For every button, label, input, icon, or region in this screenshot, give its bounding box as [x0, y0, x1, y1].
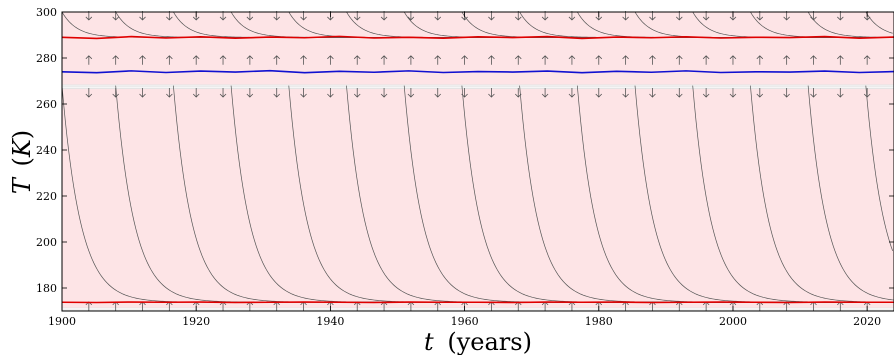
arrow-down-2-2: [139, 88, 146, 98]
x-tick-label-1940: 1940: [316, 315, 344, 328]
arrow-down-2-8: [300, 88, 307, 98]
arrow-up-1-27: [810, 55, 817, 65]
arrow-up-1-2: [139, 55, 146, 65]
x-axis-var: t: [424, 328, 434, 355]
arrow-up-1-10: [353, 55, 361, 65]
y-axis-title: T (K): [8, 130, 36, 194]
y-tick-label-300: 300: [36, 6, 57, 19]
arrow-down-2-10: [353, 88, 361, 98]
arrow-up-1-3: [166, 55, 173, 65]
arrow-down-2-0: [85, 88, 93, 98]
arrow-down-2-11: [380, 88, 388, 98]
arrow-down-2-25: [756, 88, 764, 98]
arrow-down-2-17: [541, 88, 549, 98]
y-tick-label-280: 280: [36, 52, 57, 65]
arrow-down-2-23: [702, 88, 710, 98]
arrow-up-1-0: [85, 55, 93, 65]
arrow-down-2-16: [514, 88, 522, 98]
arrow-up-1-21: [649, 55, 656, 65]
x-tick-label-1980: 1980: [585, 315, 613, 328]
trajectory-lower-14: [865, 85, 893, 252]
arrow-down-2-9: [327, 88, 334, 98]
arrow-down-2-27: [810, 88, 817, 98]
arrow-down-2-5: [219, 88, 227, 98]
arrow-up-1-9: [327, 55, 334, 65]
arrow-down-2-12: [407, 88, 415, 98]
plot-frame: [61, 11, 894, 312]
arrow-up-1-18: [568, 55, 576, 65]
arrow-down-2-6: [246, 88, 254, 98]
arrow-up-1-14: [461, 55, 468, 65]
y-axis-unit: K: [8, 137, 36, 158]
arrow-up-1-6: [246, 55, 254, 65]
arrow-down-2-1: [112, 88, 119, 98]
arrow-up-1-16: [514, 55, 522, 65]
arrow-down-2-26: [783, 88, 790, 98]
y-tick-label-180: 180: [36, 282, 57, 295]
arrow-up-1-19: [595, 55, 603, 65]
arrow-down-2-29: [863, 88, 871, 98]
grey-bands: [62, 84, 894, 311]
arrow-down-2-21: [649, 88, 656, 98]
arrow-up-1-22: [676, 55, 683, 65]
x-axis-unit: (years): [447, 328, 532, 355]
arrow-up-1-7: [273, 55, 280, 65]
plot-background: [62, 12, 894, 311]
arrow-down-2-18: [568, 88, 576, 98]
arrow-down-2-28: [837, 88, 844, 98]
equilibrium-series: [61, 35, 894, 304]
x-tick-label-1920: 1920: [182, 315, 210, 328]
arrow-up-1-23: [702, 55, 710, 65]
arrow-down-2-4: [192, 88, 200, 98]
grey-band-1: [62, 307, 894, 311]
y-tick-label-260: 260: [36, 98, 57, 111]
x-tick-label-1960: 1960: [451, 315, 479, 328]
arrow-up-1-20: [622, 55, 629, 65]
arrow-up-1-11: [380, 55, 388, 65]
y-axis-var: T: [8, 176, 36, 194]
x-tick-label-2020: 2020: [853, 315, 881, 328]
arrow-up-1-8: [300, 55, 307, 65]
arrow-down-2-13: [434, 88, 442, 98]
series-upper-equilibrium: [61, 35, 894, 40]
arrow-down-2-24: [729, 88, 737, 98]
arrow-up-1-29: [863, 55, 871, 65]
y-tick-label-240: 240: [36, 144, 57, 157]
series-unstable-equilibrium: [61, 69, 894, 74]
arrow-up-1-1: [112, 55, 119, 65]
arrow-down-2-20: [622, 88, 629, 98]
arrow-down-2-15: [488, 88, 495, 98]
trajectory-lower-13: [807, 85, 894, 301]
trajectory-upper-14: [865, 12, 893, 34]
arrow-up-1-12: [407, 55, 415, 65]
arrow-up-1-25: [756, 55, 764, 65]
arrow-down-2-7: [273, 88, 280, 98]
arrow-up-1-13: [434, 55, 442, 65]
arrow-down-2-14: [461, 88, 468, 98]
y-tick-label-200: 200: [36, 236, 57, 249]
grey-band-0: [62, 84, 894, 90]
arrow-up-1-26: [783, 55, 790, 65]
axes: 1900 1920 1940 1960 1980 2000 2020 180 200 220 240…: [36, 6, 894, 328]
x-tick-label-2000: 2000: [719, 315, 747, 328]
arrow-down-2-19: [595, 88, 603, 98]
arrow-up-1-5: [219, 55, 227, 65]
arrow-up-1-24: [729, 55, 737, 65]
y-tick-label-220: 220: [36, 190, 57, 203]
arrow-down-2-3: [166, 88, 173, 98]
arrow-up-1-15: [488, 55, 495, 65]
arrow-up-1-28: [837, 55, 844, 65]
arrow-down-2-22: [676, 88, 683, 98]
x-axis-title: t (years): [424, 328, 532, 355]
arrow-up-1-17: [541, 55, 549, 65]
arrow-up-1-4: [192, 55, 200, 65]
x-tick-label-1900: 1900: [48, 315, 76, 328]
